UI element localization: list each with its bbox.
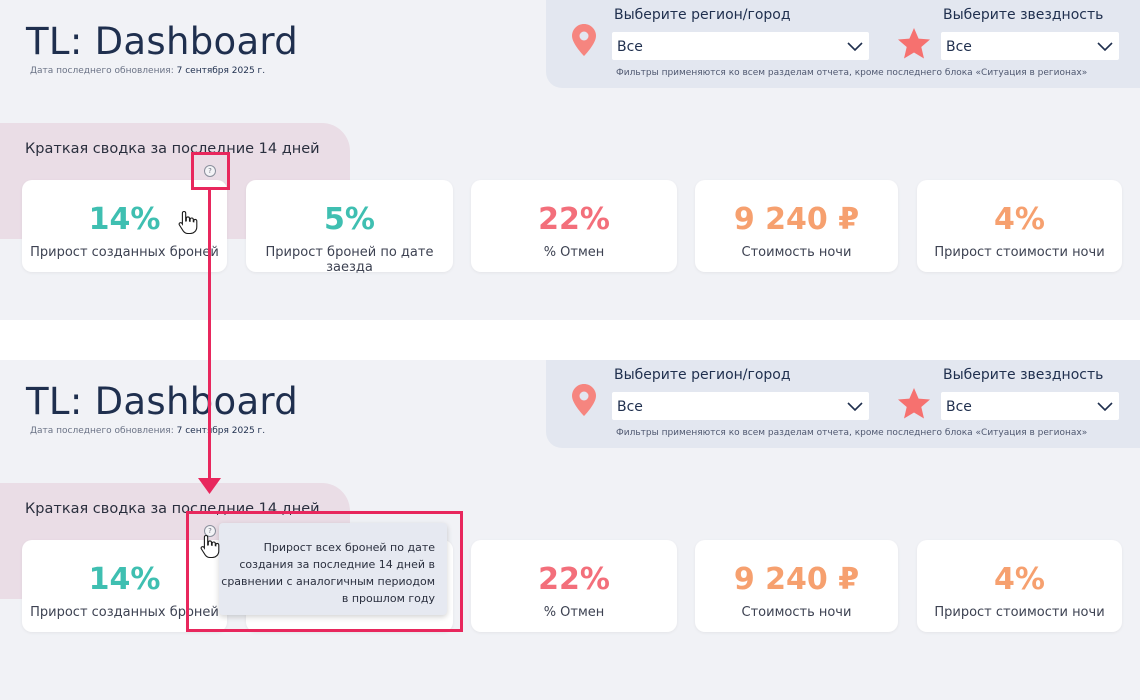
kpi-value: 4% bbox=[994, 562, 1045, 597]
region-select[interactable]: Все bbox=[612, 392, 869, 420]
kpi-label: Прирост броней по дате заезда bbox=[265, 245, 434, 275]
kpi-card-night-price: 9 240 ₽ Стоимость ночи bbox=[695, 540, 898, 632]
annotation-arrow-line bbox=[208, 190, 211, 482]
region-select[interactable]: Все bbox=[612, 32, 869, 60]
last-updated-label: Дата последнего обновления: bbox=[30, 66, 174, 76]
kpi-value: 9 240 ₽ bbox=[733, 202, 860, 237]
stars-filter-label: Выберите звездность bbox=[943, 367, 1104, 383]
hand-cursor-icon bbox=[178, 210, 198, 234]
filter-note: Фильтры применяются ко всем разделам отч… bbox=[616, 428, 1088, 438]
kpi-label: Прирост стоимости ночи bbox=[934, 605, 1105, 620]
map-pin-icon bbox=[572, 384, 596, 416]
help-icon[interactable]: ? bbox=[204, 165, 216, 177]
stars-select-value: Все bbox=[946, 39, 972, 55]
chevron-down-icon bbox=[847, 402, 863, 411]
highlight-help-icon bbox=[191, 152, 230, 190]
tooltip-text: Прирост всех броней по дате создания за … bbox=[221, 541, 435, 605]
kpi-label: % Отмен bbox=[543, 605, 605, 620]
kpi-value: 9 240 ₽ bbox=[733, 562, 860, 597]
kpi-value: 22% bbox=[538, 202, 610, 237]
page-title: TL: Dashboard bbox=[26, 20, 299, 63]
kpi-label: Стоимость ночи bbox=[741, 605, 852, 620]
kpi-value: 14% bbox=[88, 202, 161, 237]
kpi-card-night-price-growth: 4% Прирост стоимости ночи bbox=[917, 180, 1122, 272]
kpi-card-bookings-checkin: 5% Прирост броней по дате заезда bbox=[246, 180, 453, 275]
kpi-value: 14% bbox=[88, 562, 161, 597]
last-updated-label: Дата последнего обновления: bbox=[30, 426, 174, 436]
hand-cursor-icon bbox=[200, 534, 220, 558]
kpi-card-night-price-growth: 4% Прирост стоимости ночи bbox=[917, 540, 1122, 632]
stars-select-value: Все bbox=[946, 399, 972, 415]
kpi-label: Стоимость ночи bbox=[741, 245, 852, 260]
summary-title: Краткая сводка за последние 14 дней bbox=[25, 141, 320, 157]
region-filter-label: Выберите регион/город bbox=[614, 7, 791, 23]
star-icon bbox=[898, 388, 930, 419]
kpi-value: 22% bbox=[538, 562, 610, 597]
stars-select[interactable]: Все bbox=[941, 392, 1119, 420]
help-icon[interactable]: ? bbox=[204, 525, 216, 537]
dashboard-panel-before: TL: Dashboard Дата последнего обновления… bbox=[0, 0, 1140, 320]
star-icon bbox=[898, 28, 930, 59]
page-title: TL: Dashboard bbox=[26, 380, 299, 423]
filter-note: Фильтры применяются ко всем разделам отч… bbox=[616, 68, 1088, 78]
kpi-card-night-price: 9 240 ₽ Стоимость ночи bbox=[695, 180, 898, 272]
map-pin-icon bbox=[572, 24, 596, 56]
region-filter-label: Выберите регион/город bbox=[614, 367, 791, 383]
kpi-label: Прирост созданных броней bbox=[30, 245, 219, 260]
last-updated: Дата последнего обновления: 7 сентября 2… bbox=[30, 66, 265, 76]
kpi-value: 5% bbox=[324, 202, 375, 237]
region-select-value: Все bbox=[617, 39, 643, 55]
kpi-label: % Отмен bbox=[543, 245, 605, 260]
kpi-value: 4% bbox=[994, 202, 1045, 237]
kpi-card-cancellations: 22% % Отмен bbox=[471, 540, 677, 632]
dashboard-panel-after: TL: Dashboard Дата последнего обновления… bbox=[0, 360, 1140, 700]
last-updated-date: 7 сентября 2025 г. bbox=[176, 66, 266, 76]
chevron-down-icon bbox=[847, 42, 863, 51]
kpi-label: Прирост созданных броней bbox=[30, 605, 219, 620]
kpi-card-cancellations: 22% % Отмен bbox=[471, 180, 677, 272]
annotation-arrow-head-icon bbox=[198, 478, 221, 494]
chevron-down-icon bbox=[1097, 402, 1113, 411]
chevron-down-icon bbox=[1097, 42, 1113, 51]
region-select-value: Все bbox=[617, 399, 643, 415]
help-tooltip: Прирост всех броней по дате создания за … bbox=[219, 523, 447, 615]
highlight-tooltip bbox=[186, 511, 463, 632]
last-updated-date: 7 сентября 2025 г. bbox=[176, 426, 266, 436]
last-updated: Дата последнего обновления: 7 сентября 2… bbox=[30, 426, 265, 436]
stars-select[interactable]: Все bbox=[941, 32, 1119, 60]
stars-filter-label: Выберите звездность bbox=[943, 7, 1104, 23]
kpi-card-bookings-created: 14% Прирост созданных броней bbox=[22, 540, 227, 632]
kpi-label: Прирост стоимости ночи bbox=[934, 245, 1105, 260]
